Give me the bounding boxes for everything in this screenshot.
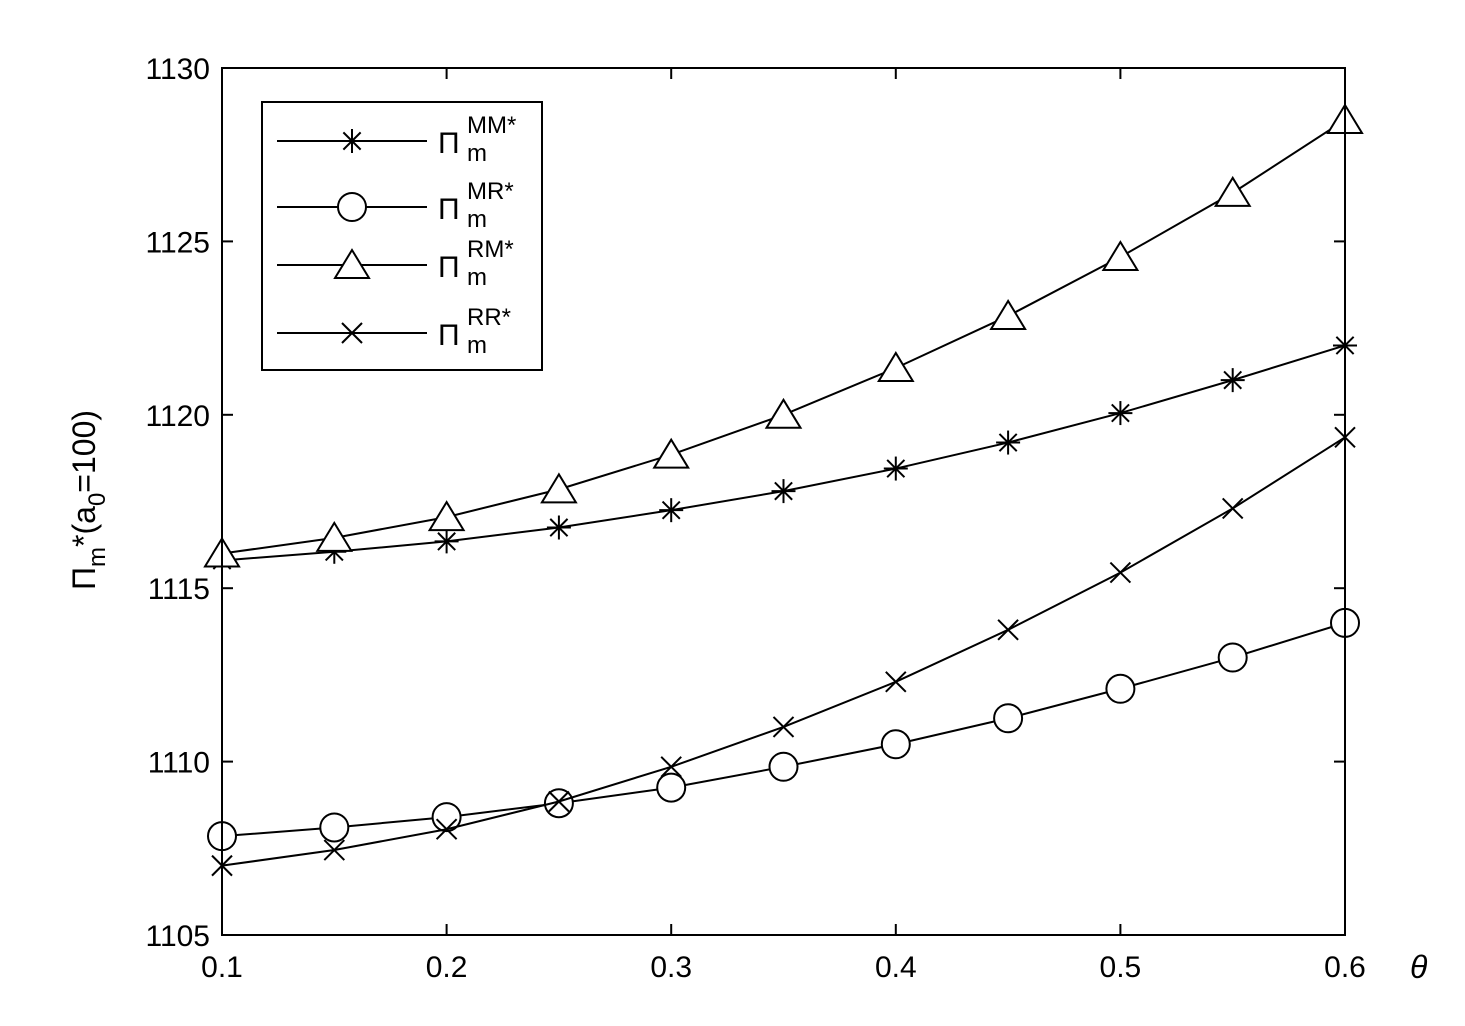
- y-axis-label-sub2: 0: [84, 493, 111, 506]
- data-point: [772, 716, 795, 738]
- data-point: [1221, 497, 1244, 520]
- data-point: [880, 729, 911, 760]
- legend-marker: [337, 192, 367, 222]
- data-point: [885, 671, 907, 693]
- y-tick-label: 1105: [145, 920, 210, 953]
- data-point: [315, 520, 354, 552]
- data-point: [993, 703, 1024, 734]
- data-point: [656, 772, 687, 803]
- x-tick-label: 0.5: [1100, 951, 1142, 984]
- y-tick-label: 1125: [145, 226, 210, 259]
- data-point: [431, 802, 462, 833]
- legend-marker: [341, 322, 363, 344]
- data-point: [1217, 642, 1248, 673]
- data-point: [323, 839, 346, 861]
- data-point: [996, 430, 1021, 455]
- data-point: [1101, 240, 1140, 272]
- x-tick-label: 0.4: [875, 951, 917, 984]
- y-axis-label-rest: *(a: [66, 506, 102, 547]
- x-tick-label: 0.2: [426, 951, 468, 984]
- y-axis-label-rest2: =100): [66, 410, 102, 493]
- data-point: [883, 456, 908, 481]
- y-axis-label: Πm*(a0=100): [66, 410, 111, 590]
- x-tick-label: 0.1: [201, 951, 243, 984]
- data-point: [764, 397, 803, 429]
- data-point: [540, 472, 578, 504]
- data-point: [548, 790, 570, 813]
- data-point: [319, 812, 350, 843]
- y-axis: 1105 1110 1115 1120 1125 1130: [145, 53, 1345, 953]
- data-point: [546, 515, 571, 540]
- data-point: [768, 751, 799, 782]
- data-point: [1105, 673, 1136, 704]
- data-point: [659, 498, 684, 523]
- y-tick-label: 1130: [145, 53, 210, 86]
- legend-box: [261, 101, 543, 371]
- y-tick-label: 1110: [148, 747, 210, 780]
- data-point: [434, 529, 459, 554]
- data-point: [989, 299, 1027, 330]
- y-axis-label-main: Π: [66, 567, 102, 590]
- data-point: [1220, 368, 1245, 393]
- data-point: [1109, 561, 1132, 584]
- series-mr: [207, 607, 1360, 852]
- data-point: [1108, 401, 1133, 426]
- y-tick-label: 1120: [145, 400, 210, 433]
- legend-marker: [333, 248, 371, 279]
- data-point: [427, 500, 466, 532]
- plot-frame: [221, 67, 1346, 936]
- x-tick-label: 0.3: [650, 951, 692, 984]
- data-point: [1213, 175, 1252, 207]
- x-axis-label: θ: [1410, 949, 1428, 985]
- data-point: [543, 788, 574, 819]
- data-point: [660, 756, 682, 778]
- data-point: [435, 818, 458, 840]
- data-point: [877, 351, 915, 382]
- legend-marker: [340, 129, 364, 153]
- data-point: [771, 479, 796, 504]
- series-rr: [211, 426, 1356, 877]
- x-tick-label: 0.6: [1324, 951, 1366, 984]
- x-axis: 0.1 0.2 0.3 0.4 0.5 0.6: [201, 68, 1366, 984]
- data-point: [652, 437, 690, 469]
- data-point: [997, 619, 1019, 641]
- y-axis-label-sub: m: [84, 547, 111, 567]
- y-tick-label: 1115: [148, 573, 210, 606]
